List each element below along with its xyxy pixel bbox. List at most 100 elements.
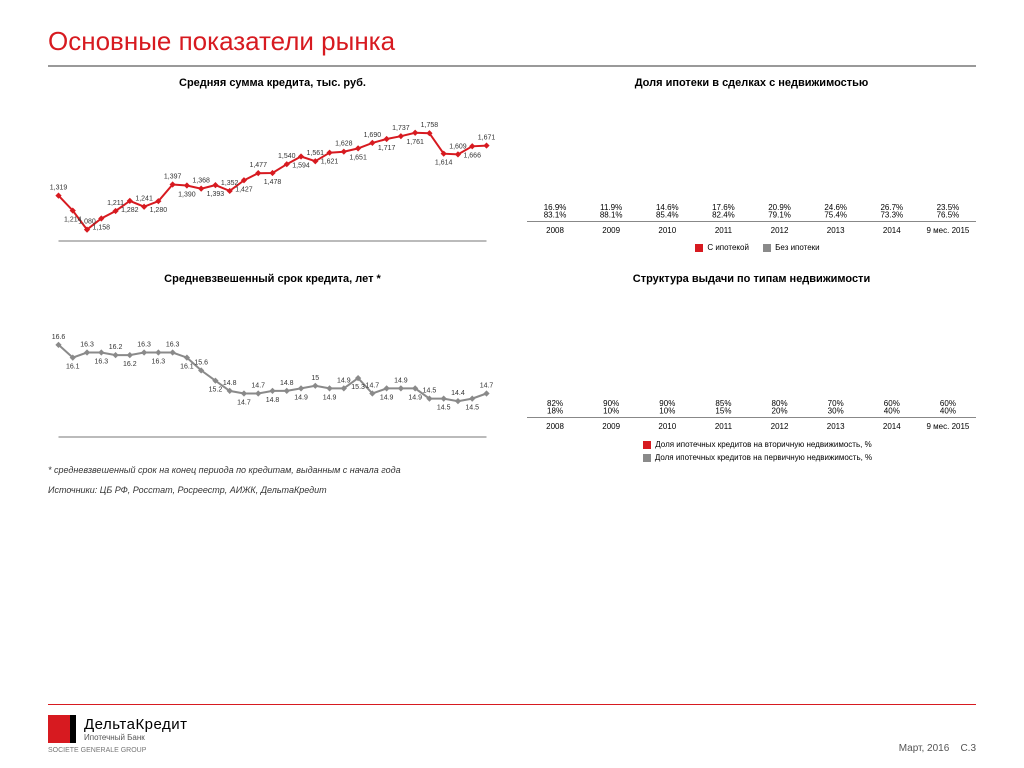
svg-text:14.5: 14.5 (465, 405, 479, 412)
chart-title: Средневзвешенный срок кредита, лет * (48, 273, 497, 285)
svg-text:1,761: 1,761 (406, 139, 424, 146)
svg-text:14.9: 14.9 (380, 394, 394, 401)
chart-mortgage-share: Доля ипотеки в сделках с недвижимостью 1… (527, 77, 976, 255)
svg-text:14.9: 14.9 (323, 394, 337, 401)
page-number: 3 (970, 743, 976, 754)
svg-text:1,666: 1,666 (463, 152, 481, 159)
page-prefix: С. (960, 743, 970, 754)
divider-top (48, 65, 976, 67)
chart-loan-term: Средневзвешенный срок кредита, лет * 16.… (48, 273, 497, 451)
svg-text:1,561: 1,561 (307, 150, 325, 157)
svg-text:1,671: 1,671 (478, 135, 496, 142)
svg-text:1,737: 1,737 (392, 125, 410, 132)
svg-text:14.4: 14.4 (451, 390, 465, 397)
svg-text:14.5: 14.5 (423, 388, 437, 395)
legend-swatch-red (695, 244, 703, 252)
svg-text:14.9: 14.9 (408, 394, 422, 401)
x-axis-label: 2013 (812, 222, 860, 235)
legend-label: Доля ипотечных кредитов на вторичную нед… (655, 440, 871, 449)
svg-text:16.3: 16.3 (152, 359, 166, 366)
svg-text:1,397: 1,397 (164, 174, 182, 181)
svg-text:15.2: 15.2 (209, 387, 223, 394)
svg-text:1,393: 1,393 (207, 191, 225, 198)
svg-text:16.3: 16.3 (94, 359, 108, 366)
svg-text:14.9: 14.9 (394, 377, 408, 384)
svg-text:14.8: 14.8 (266, 397, 280, 404)
x-axis-label: 2014 (868, 222, 916, 235)
x-axis-label: 2011 (699, 418, 747, 431)
brand-subtitle: Ипотечный Банк (84, 733, 188, 742)
x-axis-label: 2012 (756, 222, 804, 235)
brand-name: ДельтаКредит (84, 716, 188, 733)
svg-text:14.8: 14.8 (280, 380, 294, 387)
legend-label: Без ипотеки (775, 243, 819, 252)
x-axis-label: 9 мес. 2015 (924, 418, 972, 431)
svg-text:15.6: 15.6 (194, 359, 208, 366)
footer-date: Март, 2016 (899, 743, 950, 754)
x-axis-label: 2008 (531, 418, 579, 431)
svg-text:14.9: 14.9 (294, 394, 308, 401)
x-axis-label: 2014 (868, 418, 916, 431)
page-title: Основные показатели рынка (48, 26, 976, 57)
line-chart-svg: 16.616.116.316.316.216.216.316.316.316.1… (48, 291, 497, 451)
x-axis-label: 9 мес. 2015 (924, 222, 972, 235)
svg-text:16.1: 16.1 (66, 364, 80, 371)
sources: Источники: ЦБ РФ, Росстат, Росреестр, АИ… (48, 485, 976, 495)
svg-text:1,477: 1,477 (249, 162, 267, 169)
svg-text:16.2: 16.2 (123, 361, 137, 368)
chart-loan-amount: Средняя сумма кредита, тыс. руб. 1,3191,… (48, 77, 497, 255)
x-axis-label: 2012 (756, 418, 804, 431)
svg-text:1,390: 1,390 (178, 192, 196, 199)
x-axis-label: 2011 (699, 222, 747, 235)
svg-text:14.7: 14.7 (251, 382, 265, 389)
line-chart-svg: 1,3191,2141,0801,1581,2111,2821,2411,280… (48, 95, 497, 255)
svg-text:15.3: 15.3 (351, 384, 365, 391)
legend-swatch-gray (763, 244, 771, 252)
legend-swatch-gray (643, 454, 651, 462)
svg-text:1,628: 1,628 (335, 141, 353, 148)
svg-text:1,478: 1,478 (264, 179, 282, 186)
x-axis-label: 2009 (587, 418, 635, 431)
brand-logo: ДельтаКредит Ипотечный Банк (48, 715, 188, 743)
page-meta: Март, 2016 С.3 (899, 743, 976, 754)
bars: 82%18%90%10%90%10%85%15%80%20%70%30%60%4… (527, 291, 976, 411)
svg-text:16.3: 16.3 (137, 342, 151, 349)
chart-title: Доля ипотеки в сделках с недвижимостью (527, 77, 976, 89)
svg-text:14.7: 14.7 (366, 382, 380, 389)
x-axis-label: 2010 (643, 222, 691, 235)
legend-swatch-red (643, 441, 651, 449)
svg-text:1,427: 1,427 (235, 186, 253, 193)
x-axis: 2008 2009 2010 2011 2012 2013 2014 9 мес. 2015 (527, 221, 976, 235)
svg-text:1,158: 1,158 (93, 225, 111, 232)
svg-text:14.8: 14.8 (223, 380, 237, 387)
bars: 16.9%83.1%11.9%88.1%14.6%85.4%17.6%82.4%… (527, 95, 976, 215)
chart-title: Структура выдачи по типам недвижимости (527, 273, 976, 285)
footer: ДельтаКредит Ипотечный Банк SOCIETE GENE… (0, 704, 1024, 768)
svg-text:1,368: 1,368 (192, 178, 210, 185)
svg-text:16.3: 16.3 (166, 342, 180, 349)
svg-text:15: 15 (311, 375, 319, 382)
svg-text:14.5: 14.5 (437, 405, 451, 412)
x-axis-label: 2013 (812, 418, 860, 431)
chart-title: Средняя сумма кредита, тыс. руб. (48, 77, 497, 89)
svg-text:1,717: 1,717 (378, 145, 396, 152)
svg-text:16.6: 16.6 (52, 334, 66, 341)
divider-bottom (48, 704, 976, 705)
legend-label: Доля ипотечных кредитов на первичную нед… (655, 453, 872, 462)
svg-text:1,280: 1,280 (150, 207, 168, 214)
brand-logo-icon (48, 715, 76, 743)
svg-text:16.2: 16.2 (109, 344, 123, 351)
svg-text:1,609: 1,609 (449, 143, 467, 150)
svg-text:1,282: 1,282 (121, 207, 139, 214)
legend: Доля ипотечных кредитов на вторичную нед… (527, 439, 976, 465)
x-axis-label: 2008 (531, 222, 579, 235)
x-axis-label: 2009 (587, 222, 635, 235)
svg-text:14.7: 14.7 (480, 382, 494, 389)
svg-text:1,241: 1,241 (135, 196, 153, 203)
svg-text:1,758: 1,758 (421, 122, 439, 129)
svg-text:14.9: 14.9 (337, 377, 351, 384)
footnote: * средневзвешенный срок на конец периода… (48, 465, 976, 475)
svg-text:1,651: 1,651 (349, 154, 367, 161)
svg-text:1,540: 1,540 (278, 153, 296, 160)
brand-group: SOCIETE GENERALE GROUP (48, 747, 188, 754)
